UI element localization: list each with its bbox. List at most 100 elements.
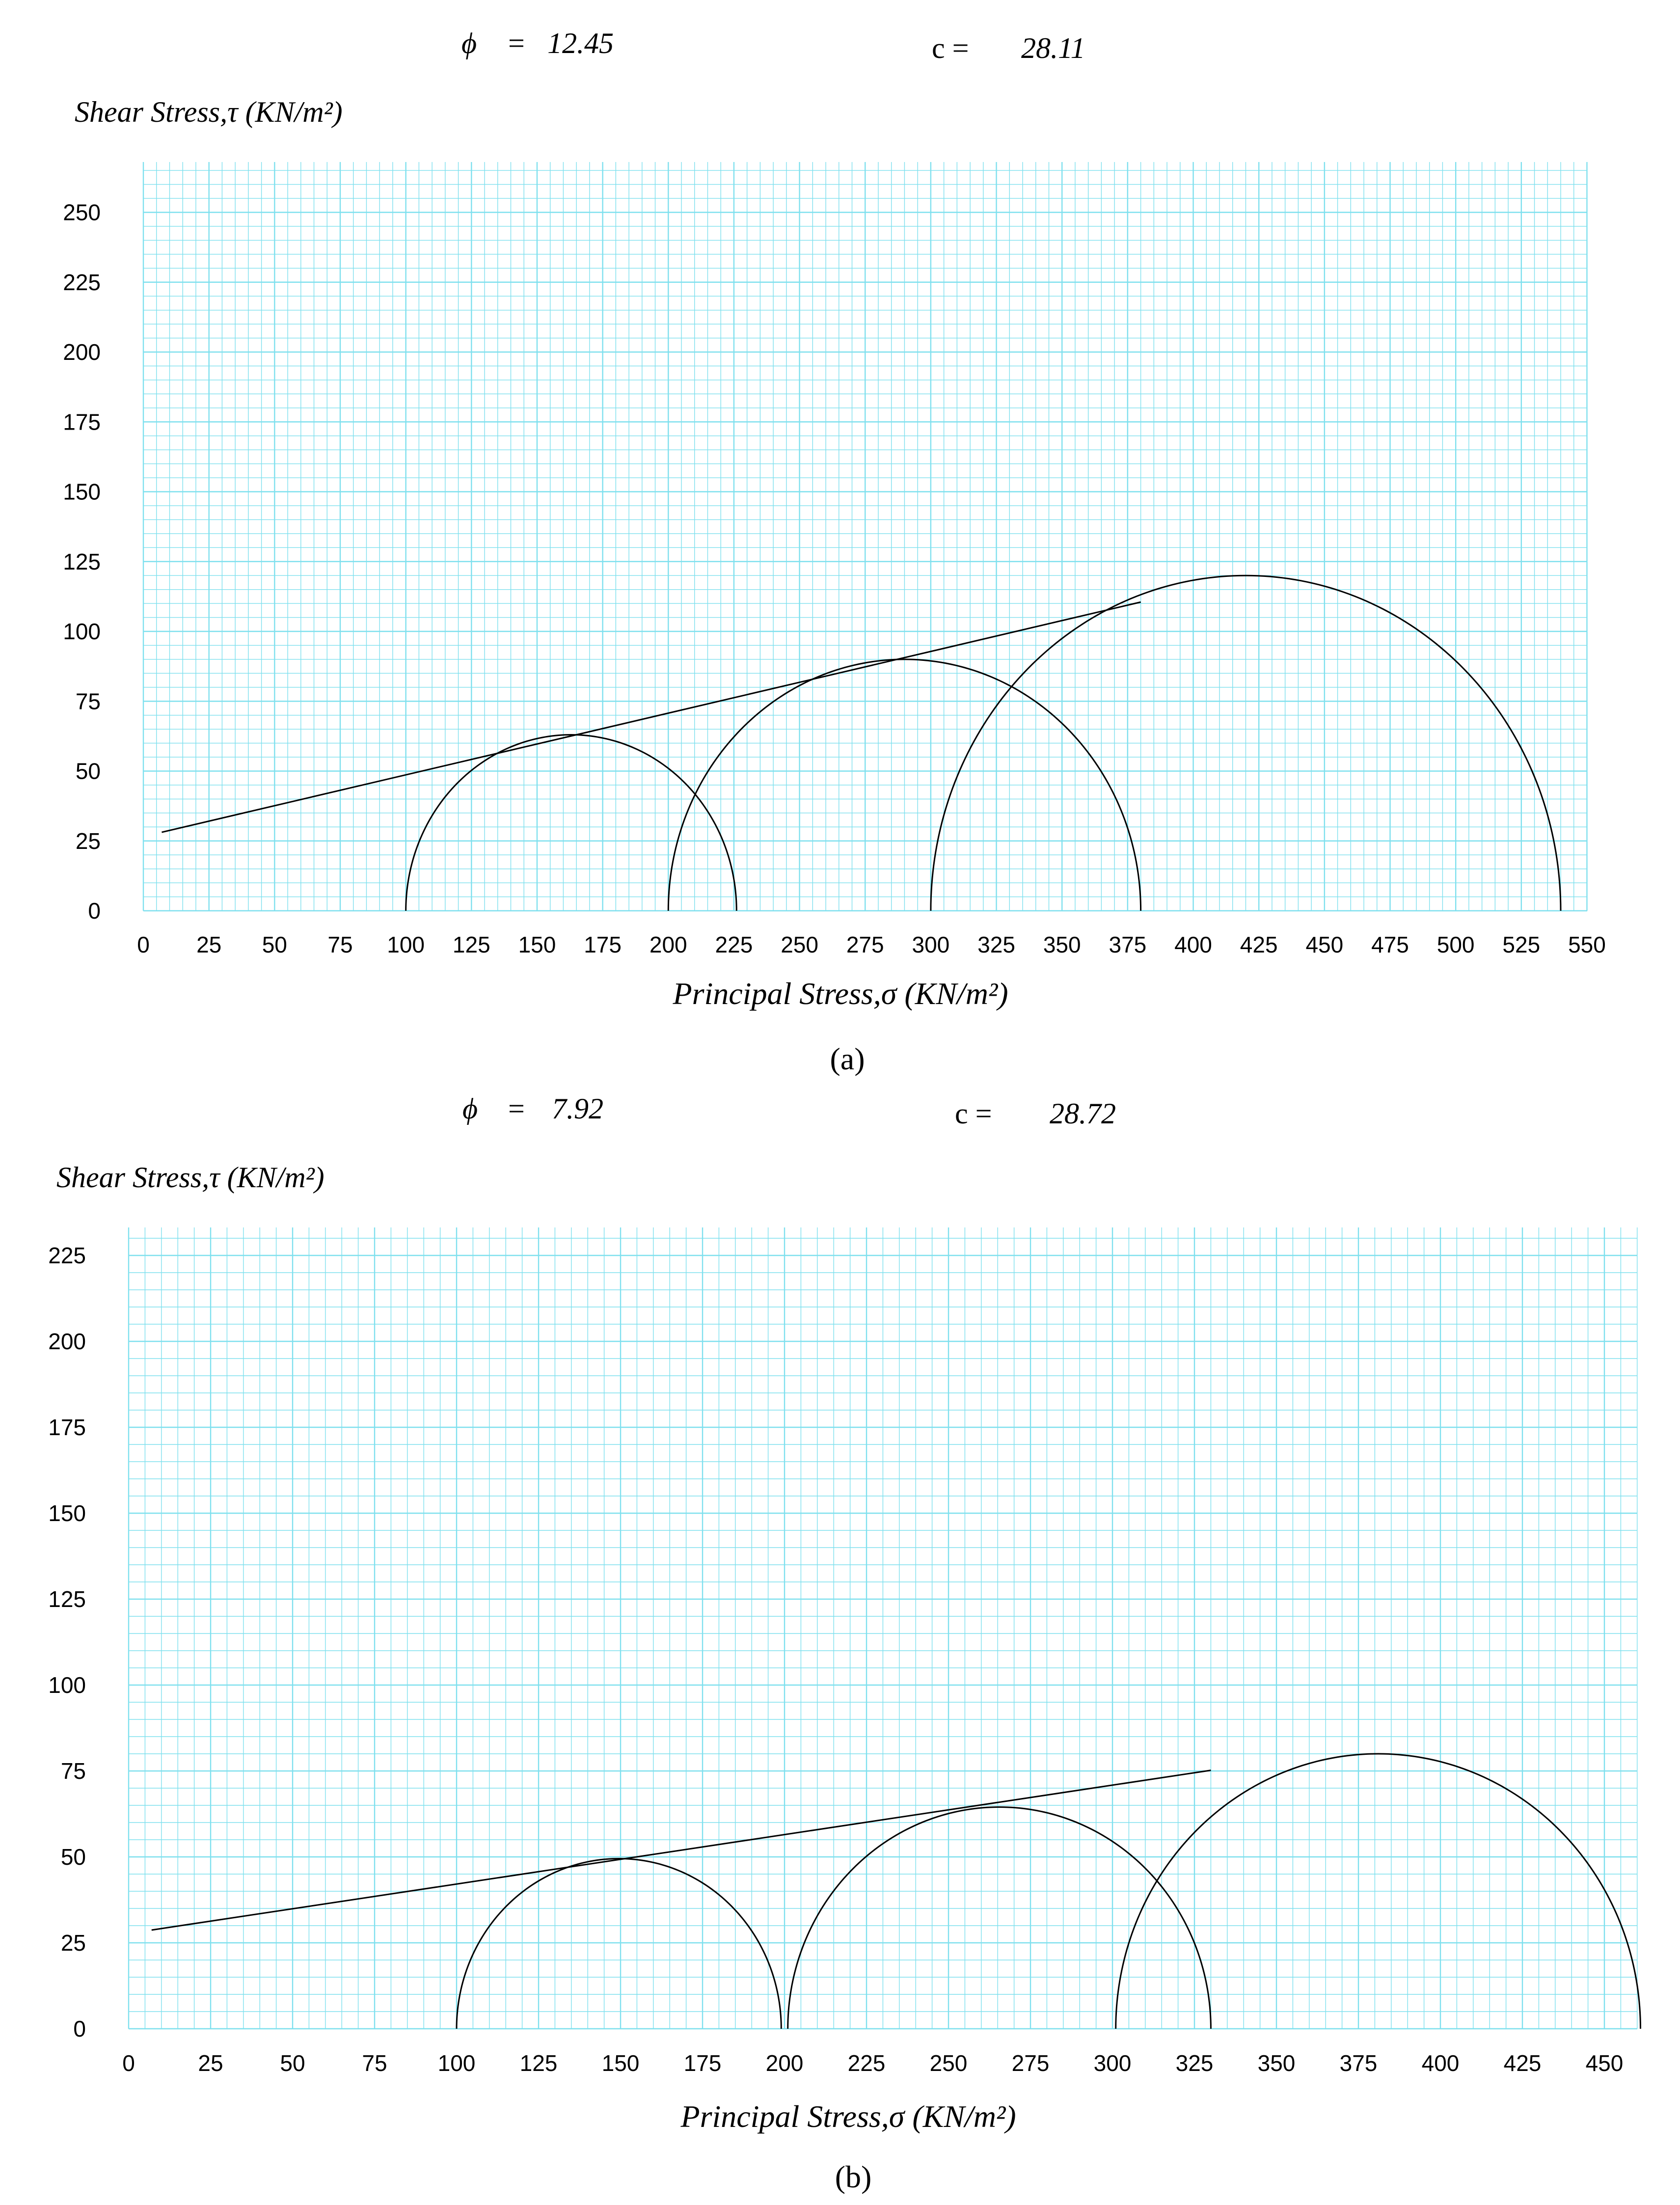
chart-a-x-tick-label: 250 — [781, 932, 818, 957]
chart-a-phi-symbol: ϕ — [461, 27, 477, 59]
chart-a-x-tick-label: 50 — [262, 932, 287, 957]
chart-a-header: ϕ = 12.45 c = 28.11 — [461, 27, 1085, 64]
chart-b-grid — [128, 1227, 1638, 2030]
chart-b-y-tick-label: 150 — [48, 1500, 86, 1526]
chart-a-y-tick-label: 250 — [63, 200, 101, 225]
chart-b-y-tick-label: 0 — [73, 2016, 86, 2042]
chart-b-x-tick-label: 50 — [280, 2050, 305, 2076]
chart-b-x-tick-label: 300 — [1094, 2050, 1132, 2076]
panel-label-b: (b) — [835, 2159, 872, 2194]
chart-a-x-tick-label: 550 — [1568, 932, 1606, 957]
chart-b-phi-equals: = — [508, 1092, 525, 1125]
chart-a-grid — [142, 162, 1588, 912]
chart-a-phi-equals: = — [508, 27, 525, 59]
chart-a-x-tick-label: 125 — [453, 932, 490, 957]
chart-b: ϕ = 7.92 c = 28.72 Shear Stress,τ (KN/m²… — [48, 1092, 1641, 2194]
chart-b-phi-value: 7.92 — [552, 1092, 603, 1125]
chart-a-x-tick-label: 200 — [650, 932, 687, 957]
chart-a-x-tick-label: 375 — [1109, 932, 1146, 957]
chart-a-y-tick-label: 125 — [63, 549, 101, 574]
chart-b-x-tick-label: 450 — [1586, 2050, 1624, 2076]
chart-a-x-tick-label: 175 — [584, 932, 622, 957]
chart-b-y-axis-label: Shear Stress,τ (KN/m²) — [56, 1161, 325, 1194]
chart-a-y-tick-labels: 0 25 50 75 100 125 150 175 200 225 250 — [63, 200, 101, 924]
chart-a-x-axis-label: Principal Stress,σ (KN/m²) — [672, 976, 1008, 1011]
chart-b-x-tick-label: 125 — [520, 2050, 558, 2076]
chart-a-c-label: c = — [932, 32, 969, 64]
chart-a-mohr-circle-1 — [405, 734, 737, 911]
chart-a-x-tick-label: 450 — [1305, 932, 1343, 957]
chart-a-c-value: 28.11 — [1021, 32, 1085, 64]
chart-b-x-tick-label: 175 — [684, 2050, 722, 2076]
chart-b-y-tick-label: 75 — [61, 1758, 86, 1784]
chart-a-mohr-circle-2 — [667, 658, 1142, 911]
chart-a-x-tick-label: 400 — [1174, 932, 1212, 957]
chart-b-x-tick-label: 400 — [1422, 2050, 1460, 2076]
panel-label-a: (a) — [830, 1041, 865, 1076]
chart-a-x-tick-label: 225 — [715, 932, 753, 957]
chart-a-x-tick-label: 100 — [387, 932, 425, 957]
chart-b-x-tick-label: 150 — [602, 2050, 640, 2076]
chart-b-x-tick-label: 325 — [1176, 2050, 1214, 2076]
chart-b-x-tick-label: 200 — [766, 2050, 804, 2076]
chart-a-x-tick-label: 0 — [137, 932, 150, 957]
chart-a-x-tick-label: 275 — [846, 932, 884, 957]
chart-a-y-tick-label: 200 — [63, 339, 101, 365]
chart-b-y-tick-label: 175 — [48, 1415, 86, 1440]
chart-b-c-label: c = — [955, 1097, 992, 1130]
chart-a-y-tick-label: 100 — [63, 619, 101, 644]
chart-b-x-tick-labels: 0 25 50 75 100 125 150 175 200 225 250 275 300 325 350… — [122, 2050, 1623, 2076]
chart-a-y-tick-label: 25 — [76, 828, 101, 854]
chart-a-x-tick-label: 300 — [912, 932, 950, 957]
chart-a-x-tick-label: 150 — [518, 932, 556, 957]
chart-a-mohr-circle-3 — [930, 574, 1562, 911]
chart-b-marks — [151, 1753, 1641, 2029]
chart-b-x-tick-label: 75 — [362, 2050, 387, 2076]
chart-b-x-tick-label: 0 — [122, 2050, 135, 2076]
chart-a-y-tick-label: 175 — [63, 409, 101, 435]
chart-b-mohr-circle-2 — [787, 1806, 1212, 2029]
chart-b-x-tick-label: 225 — [848, 2050, 886, 2076]
chart-b-x-axis-label: Principal Stress,σ (KN/m²) — [680, 2099, 1016, 2134]
chart-b-x-tick-label: 350 — [1258, 2050, 1296, 2076]
chart-a-y-tick-label: 50 — [76, 759, 101, 784]
chart-b-c-value: 28.72 — [1050, 1097, 1116, 1130]
chart-b-failure-envelope — [151, 1769, 1211, 1931]
chart-a-x-tick-label: 75 — [327, 932, 352, 957]
chart-a-x-tick-label: 425 — [1240, 932, 1278, 957]
chart-b-y-tick-label: 100 — [48, 1672, 86, 1698]
chart-b-x-tick-label: 100 — [438, 2050, 476, 2076]
chart-a-y-tick-label: 150 — [63, 479, 101, 505]
chart-b-y-tick-label: 200 — [48, 1329, 86, 1354]
chart-b-phi-symbol: ϕ — [462, 1092, 478, 1125]
chart-a-x-tick-label: 325 — [977, 932, 1015, 957]
chart-a-x-tick-label: 500 — [1437, 932, 1475, 957]
chart-b-x-tick-label: 425 — [1504, 2050, 1542, 2076]
chart-b-x-tick-label: 250 — [930, 2050, 968, 2076]
chart-b-header: ϕ = 7.92 c = 28.72 — [462, 1092, 1116, 1130]
chart-a-failure-envelope — [162, 601, 1141, 833]
chart-b-y-tick-label: 25 — [61, 1930, 86, 1956]
chart-a-y-tick-label: 225 — [63, 270, 101, 295]
chart-b-x-tick-label: 375 — [1340, 2050, 1378, 2076]
chart-b-y-tick-label: 125 — [48, 1586, 86, 1612]
chart-a-x-tick-label: 525 — [1502, 932, 1540, 957]
chart-b-mohr-circle-1 — [456, 1857, 782, 2029]
chart-b-mohr-circle-3 — [1115, 1753, 1641, 2029]
chart-a: ϕ = 12.45 c = 28.11 Shear Stress,τ (KN/m… — [63, 27, 1606, 1076]
chart-b-x-tick-label: 275 — [1012, 2050, 1050, 2076]
chart-a-x-tick-label: 475 — [1371, 932, 1409, 957]
chart-b-y-tick-label: 225 — [48, 1243, 86, 1268]
chart-b-x-tick-label: 25 — [198, 2050, 223, 2076]
chart-a-y-tick-label: 75 — [76, 688, 101, 714]
chart-a-marks — [162, 574, 1562, 911]
chart-a-y-tick-label: 0 — [88, 898, 101, 924]
chart-b-y-tick-label: 50 — [61, 1844, 86, 1870]
chart-b-y-tick-labels: 0 25 50 75 100 125 150 175 200 225 — [48, 1243, 86, 2042]
chart-a-y-axis-label: Shear Stress,τ (KN/m²) — [75, 96, 343, 128]
chart-a-x-tick-label: 25 — [196, 932, 221, 957]
chart-a-x-tick-labels: 0 25 50 75 100 125 150 175 200 225 250 275 300 325 350… — [137, 932, 1606, 957]
chart-a-phi-value: 12.45 — [547, 27, 614, 59]
chart-a-x-tick-label: 350 — [1043, 932, 1081, 957]
